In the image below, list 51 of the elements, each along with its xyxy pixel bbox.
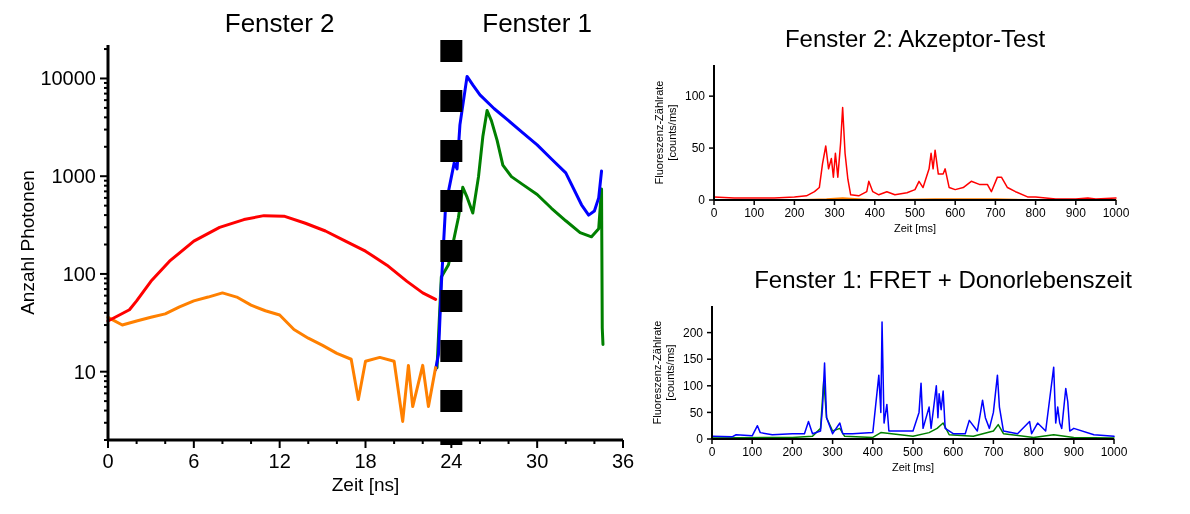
x-tick-label: 900 [1065, 206, 1087, 220]
chart-title: Fenster 1: FRET + Donorlebenszeit [754, 266, 1133, 293]
x-tick-label: 100 [744, 206, 765, 220]
y-tick-label: 50 [689, 405, 704, 420]
x-tick-label: 12 [268, 450, 291, 472]
y-tick-label: 0 [698, 193, 706, 208]
x-tick-label: 700 [985, 206, 1006, 220]
y-tick-label: 100 [682, 379, 704, 393]
chart-title: Fenster 2: Akzeptor-Test [784, 25, 1046, 52]
y-tick-label: 200 [682, 325, 704, 340]
x-tick-label: 1000 [1102, 206, 1130, 220]
x-tick-label: 600 [945, 206, 966, 220]
x-tick-label: 200 [782, 445, 803, 459]
y-tick-label: 150 [682, 352, 704, 367]
text: Fenster 2 [224, 8, 335, 38]
text: Fenster 1 [482, 8, 593, 38]
y-axis-title: Fluoreszenz-Zählrate [counts/ms] [653, 80, 678, 185]
x-tick-label: 24 [440, 450, 463, 472]
x-tick-label: 300 [824, 206, 845, 220]
x-tick-label: 600 [943, 445, 964, 459]
x-tick-label: 0 [708, 445, 716, 459]
x-tick-label: 700 [983, 445, 1004, 459]
x-tick-label: 800 [1023, 445, 1044, 459]
x-tick-label: 200 [784, 206, 805, 220]
x-tick-label: 0 [102, 450, 114, 472]
x-tick-label: 36 [611, 450, 635, 472]
x-tick-label: 500 [904, 206, 926, 220]
x-tick-label: 300 [822, 445, 843, 459]
y-axis-title: Anzahl Photonen [17, 170, 38, 315]
x-tick-label: 30 [526, 450, 549, 472]
y-tick-label: 0 [696, 432, 704, 447]
x-tick-label: 400 [864, 206, 886, 220]
x-tick-label: 0 [710, 206, 718, 220]
x-tick-label: 6 [188, 450, 200, 472]
y-tick-label: 100 [684, 89, 706, 104]
x-tick-label: 18 [354, 450, 377, 472]
x-tick-label: 400 [862, 445, 884, 459]
y-tick-label: 10000 [40, 67, 96, 90]
x-tick-label: 500 [902, 445, 924, 459]
y-tick-label: 1000 [51, 165, 96, 188]
y-axis-title: Fluoreszenz-Zählrate [counts/ms] [651, 320, 676, 425]
x-tick-label: 800 [1025, 206, 1046, 220]
y-tick-label: 50 [691, 141, 706, 156]
x-axis-title: Zeit [ms] [893, 222, 937, 234]
y-tick-label: 10 [73, 360, 96, 383]
x-axis-title: Zeit [ms] [891, 461, 935, 473]
x-tick-label: 1000 [1100, 445, 1128, 459]
x-axis-title: Zeit [ns] [331, 474, 400, 495]
y-tick-label: 100 [62, 262, 96, 285]
x-tick-label: 100 [742, 445, 763, 459]
x-tick-label: 900 [1063, 445, 1085, 459]
